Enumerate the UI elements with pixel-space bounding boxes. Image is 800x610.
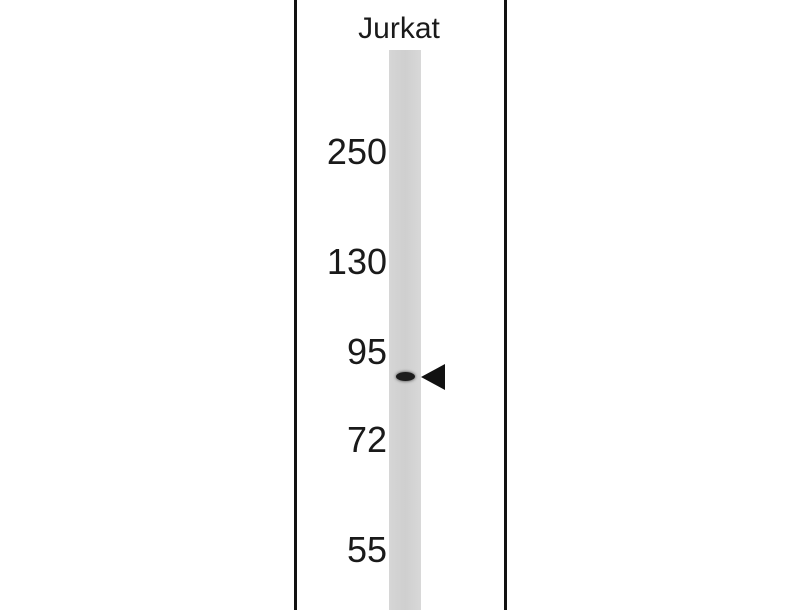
marker-95: 95: [346, 331, 387, 372]
marker-55: 55: [346, 529, 387, 570]
marker-250: 250: [326, 131, 387, 172]
marker-130: 130: [326, 241, 387, 282]
blot-frame: [294, 0, 507, 610]
protein-band: [396, 372, 415, 381]
lane-label: Jurkat: [358, 12, 440, 45]
blot-lane: [389, 50, 421, 610]
band-arrow-icon: [421, 364, 445, 390]
marker-72: 72: [346, 419, 387, 460]
